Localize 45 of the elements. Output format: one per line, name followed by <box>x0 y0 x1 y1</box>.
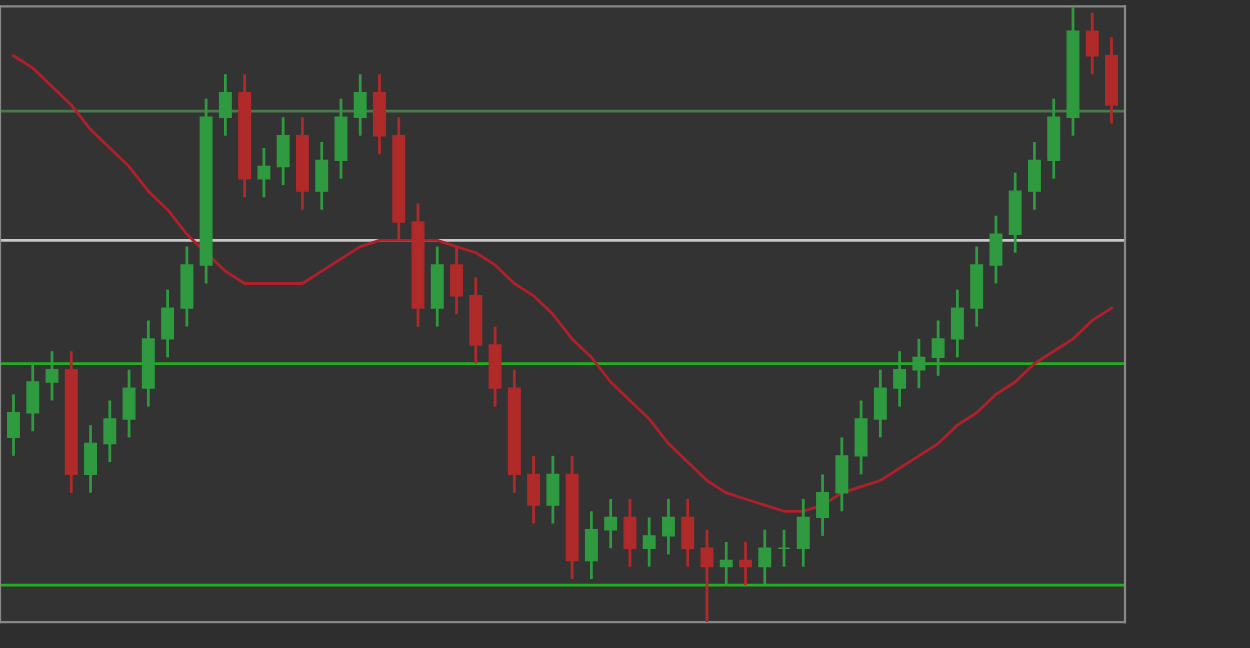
candlestick <box>546 454 560 525</box>
candlestick <box>1047 97 1061 181</box>
candlestick <box>931 319 945 378</box>
candlestick <box>719 540 733 587</box>
candlestick <box>373 72 386 156</box>
candlestick <box>912 337 926 390</box>
candlestick <box>970 245 984 328</box>
candlestick <box>84 423 98 495</box>
candlestick <box>276 115 290 187</box>
candlestick <box>161 288 175 359</box>
candlestick <box>1008 171 1022 255</box>
candlestick <box>777 528 791 569</box>
candlestick <box>488 325 502 409</box>
candlestick <box>584 509 598 581</box>
candlestick <box>450 245 464 316</box>
candlestick <box>623 497 637 569</box>
candlestick <box>334 97 348 181</box>
candlestick <box>527 454 541 525</box>
candlestick <box>873 368 887 439</box>
candlestick <box>893 349 907 409</box>
candlestick <box>835 436 849 513</box>
candlestick <box>1085 11 1099 76</box>
candlestick <box>180 245 194 328</box>
candlestick <box>604 497 618 550</box>
candlestick <box>7 392 20 458</box>
candlestick <box>816 472 830 538</box>
candlestick <box>989 214 1003 285</box>
candlestick <box>950 288 964 359</box>
candlestick <box>796 497 810 569</box>
candlestick <box>661 497 675 556</box>
candlestick <box>257 146 271 199</box>
candlestick <box>681 497 695 569</box>
candlestick <box>642 516 656 569</box>
candlestick <box>315 140 329 212</box>
candlestick <box>854 399 868 476</box>
candlestick <box>758 528 772 587</box>
candlestick <box>103 399 117 464</box>
candlestick <box>430 245 444 328</box>
candlestick <box>218 72 232 138</box>
candlestick <box>26 362 40 433</box>
candlestick <box>45 349 59 402</box>
candlestick <box>1027 140 1041 212</box>
candlestick <box>353 72 367 138</box>
candlestick <box>739 540 752 587</box>
candlestick <box>122 368 136 439</box>
